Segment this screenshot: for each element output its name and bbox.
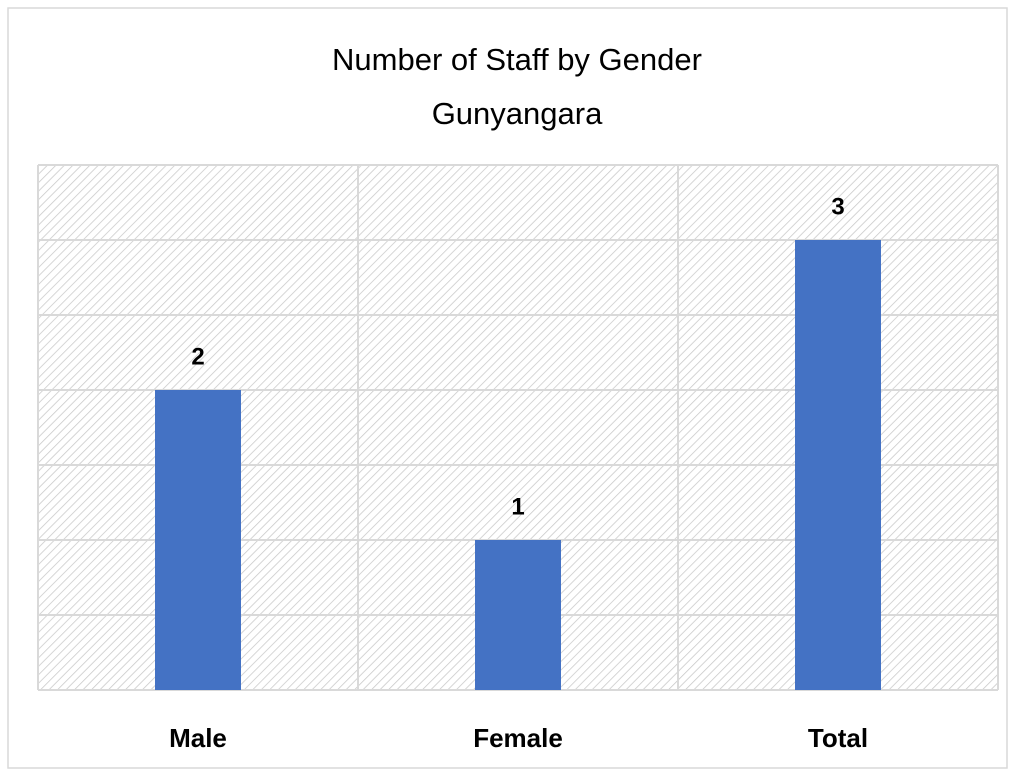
data-label: 2 bbox=[191, 343, 204, 370]
data-label: 3 bbox=[831, 193, 844, 220]
x-tick-label: Male bbox=[169, 723, 227, 753]
bar bbox=[475, 540, 561, 690]
bar bbox=[795, 240, 881, 690]
bar bbox=[155, 390, 241, 690]
chart-subtitle: Gunyangara bbox=[432, 96, 603, 131]
data-label: 1 bbox=[511, 493, 524, 520]
x-tick-label: Female bbox=[473, 723, 563, 753]
x-tick-label: Total bbox=[808, 723, 868, 753]
chart-title: Number of Staff by Gender bbox=[332, 42, 702, 77]
